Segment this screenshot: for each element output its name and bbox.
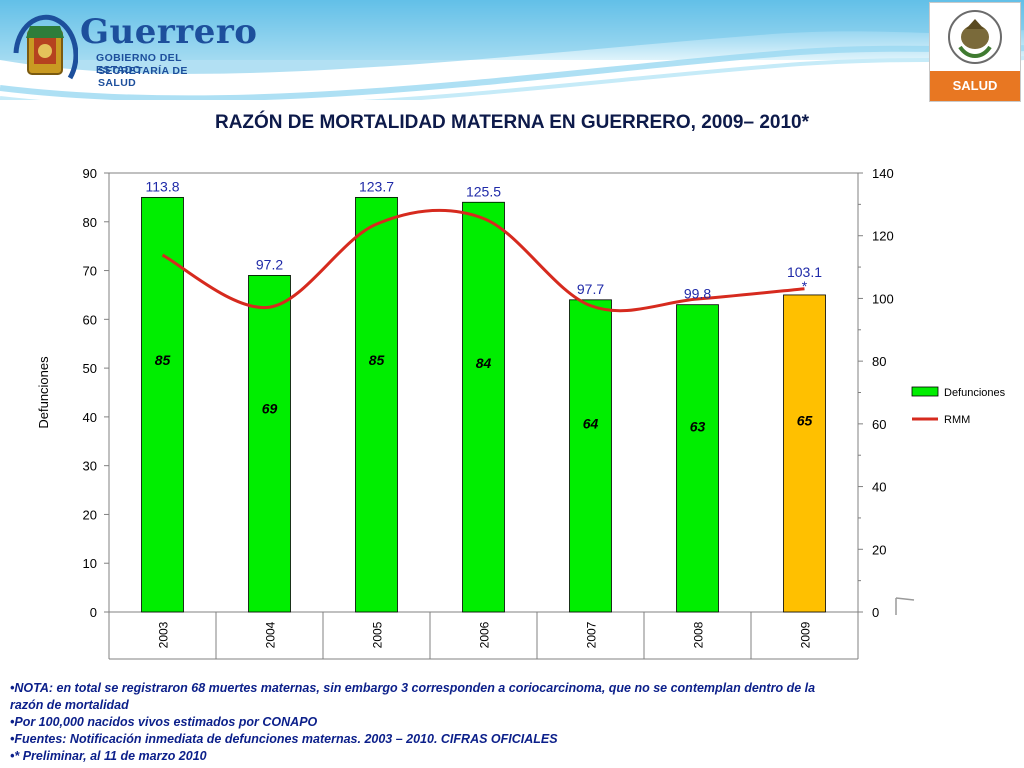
y-axis-tick-label: 90: [83, 166, 97, 181]
y2-axis-tick-label: 20: [872, 542, 886, 557]
y-axis-tick-label: 50: [83, 361, 97, 376]
bar-data-label: 64: [583, 415, 599, 431]
x-axis-tick-label: 2003: [157, 621, 171, 648]
bar-defunciones: [676, 304, 719, 613]
bar-defunciones: [783, 294, 826, 613]
bar-data-label: 85: [369, 352, 385, 368]
legend-swatch-defunciones: [911, 386, 939, 397]
y-axis-tick-label: 60: [83, 312, 97, 327]
note-preliminar: •* Preliminar, al 11 de marzo 2010: [10, 749, 207, 763]
x-axis-tick-label: 2004: [264, 621, 278, 648]
bar-data-label: 65: [797, 412, 813, 428]
line-data-label: 113.8: [146, 178, 180, 194]
bar-defunciones: [462, 201, 505, 613]
legend-label-rmm: RMM: [944, 414, 970, 426]
bar-data-label: 69: [262, 400, 278, 416]
x-axis-tick-label: 2009: [799, 621, 813, 648]
legend-label-defunciones: Defunciones: [944, 387, 1006, 399]
brand-subtitle-secretariat: SECRETARÍA DE SALUD: [98, 65, 188, 89]
y2-axis-tick-label: 60: [872, 417, 886, 432]
y-axis-tick-label: 80: [83, 215, 97, 230]
salud-label: SALUD: [930, 71, 1020, 101]
notes: •NOTA: en total se registraron 68 muerte…: [10, 680, 1010, 765]
y-axis-title: Defunciones: [36, 356, 51, 429]
y2-axis-tick-label: 0: [872, 605, 879, 620]
bar-defunciones: [569, 299, 612, 613]
line-rmm: [161, 208, 805, 313]
note-fuentes: •Fuentes: Notificación inmediata de defu…: [10, 732, 558, 746]
y-axis-tick-label: 70: [83, 264, 97, 279]
bar-defunciones: [248, 275, 291, 613]
line-data-label: 97.7: [577, 281, 604, 297]
bar-data-label: 63: [690, 418, 706, 434]
y-axis-tick-label: 40: [83, 410, 97, 425]
y-axis-tick-label: 10: [83, 556, 97, 571]
line-data-label: 99.8: [684, 286, 711, 302]
note-nota: •NOTA: en total se registraron 68 muerte…: [10, 681, 816, 695]
national-seal-icon: [948, 10, 1002, 64]
x-axis-tick-label: 2005: [371, 621, 385, 648]
line-data-label: 97.2: [256, 256, 283, 272]
y-axis-tick-label: 20: [83, 507, 97, 522]
mortality-chart: 0 10 20 30 40 50 60 70 80 90 0 20 40 60 80 100 120 140 Def…: [36, 166, 1006, 660]
line-data-label: 103.1: [787, 264, 822, 280]
state-crest-icon: [13, 14, 79, 80]
brand-subtitle-government: GOBIERNO DEL ESTADO: [96, 52, 182, 76]
y2-axis-tick-label: 120: [872, 229, 894, 244]
bar-data-label: 84: [476, 355, 492, 371]
salud-logo: SALUD: [929, 2, 1021, 102]
line-data-label: 123.7: [359, 178, 394, 194]
x-axis-tick-label: 2007: [585, 621, 599, 648]
y-axis-tick-label: 0: [90, 605, 97, 620]
x-axis-tick-label: 2006: [478, 621, 492, 648]
y-axis-tick-label: 30: [83, 459, 97, 474]
bar-defunciones: [141, 196, 184, 613]
y2-axis-tick-label: 100: [872, 291, 894, 306]
brand-name: Guerrero: [80, 12, 258, 52]
guerrero-logo: Guerrero GOBIERNO DEL ESTADO SECRETARÍA …: [8, 8, 257, 98]
y2-axis-tick-label: 140: [872, 166, 894, 181]
note-conapo: •Por 100,000 nacidos vivos estimados por…: [10, 715, 318, 729]
bar-data-label: 85: [155, 352, 171, 368]
line-data-label: 125.5: [466, 183, 501, 199]
x-axis-tick-label: 2008: [692, 621, 706, 648]
page-title: RAZÓN DE MORTALIDAD MATERNA EN GUERRERO,…: [214, 112, 810, 133]
line-data-label: *: [802, 278, 808, 294]
note-nota-cont: razón de mortalidad: [10, 698, 129, 712]
bar-defunciones: [355, 196, 398, 613]
corner-mark-icon: [895, 597, 915, 615]
y2-axis-tick-label: 80: [872, 354, 886, 369]
y2-axis-tick-label: 40: [872, 480, 886, 495]
